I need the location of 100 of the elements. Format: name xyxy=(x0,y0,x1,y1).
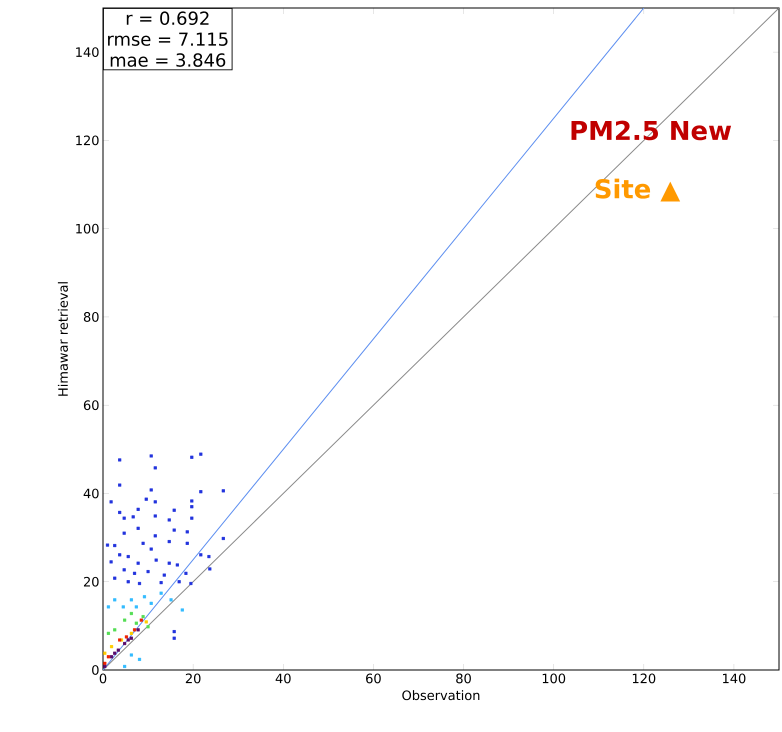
point xyxy=(130,636,133,640)
point xyxy=(154,466,157,470)
point xyxy=(150,602,153,605)
point xyxy=(168,562,171,565)
point xyxy=(150,488,153,492)
point xyxy=(113,652,116,655)
point xyxy=(138,582,142,586)
point xyxy=(144,620,148,624)
point xyxy=(113,544,116,548)
point xyxy=(150,454,153,458)
x-tick-label: 40 xyxy=(276,674,291,684)
point xyxy=(113,598,116,602)
point xyxy=(118,458,122,462)
point xyxy=(172,636,176,640)
point xyxy=(132,515,135,518)
point xyxy=(106,544,110,547)
point xyxy=(126,554,130,558)
x-axis-title: Observation xyxy=(402,690,480,700)
point xyxy=(154,534,157,538)
y-axis-title: Himawar retrieval xyxy=(58,282,68,396)
point xyxy=(190,499,194,503)
point xyxy=(106,655,110,658)
point xyxy=(189,582,192,586)
point xyxy=(130,653,133,657)
point xyxy=(208,567,212,571)
point xyxy=(140,618,143,622)
point xyxy=(180,608,184,612)
point xyxy=(130,632,133,635)
y-tick-label: 0 xyxy=(92,665,99,675)
annotation: mae = 3.846 xyxy=(110,53,226,67)
point xyxy=(122,532,126,535)
point xyxy=(142,542,145,545)
point xyxy=(136,562,140,565)
point xyxy=(123,618,126,622)
point xyxy=(124,635,128,638)
annotation: r = 0.692 xyxy=(126,11,209,25)
point xyxy=(168,540,171,544)
point xyxy=(154,514,157,518)
point xyxy=(132,628,136,632)
point xyxy=(154,558,158,562)
point xyxy=(132,572,136,575)
point xyxy=(144,498,148,501)
annotation: rmse = 7.115 xyxy=(108,32,228,46)
point xyxy=(199,452,202,456)
point xyxy=(118,483,122,487)
point xyxy=(110,500,113,504)
point xyxy=(118,553,122,556)
point xyxy=(130,612,133,616)
point xyxy=(126,580,130,584)
x-tick-label: 0 xyxy=(100,674,106,684)
point xyxy=(142,615,145,618)
y-tick-label: 40 xyxy=(84,488,99,498)
x-tick-label: 100 xyxy=(542,674,566,684)
point xyxy=(110,645,114,648)
point xyxy=(134,622,138,625)
point xyxy=(126,638,130,642)
point xyxy=(190,516,194,520)
point xyxy=(106,605,110,608)
point xyxy=(162,574,166,577)
point xyxy=(172,528,176,532)
point xyxy=(176,563,179,567)
y-tick-label: 140 xyxy=(76,47,99,58)
point xyxy=(207,554,210,558)
y-tick-label: 60 xyxy=(84,400,99,410)
point xyxy=(110,655,114,658)
point xyxy=(190,456,194,459)
point xyxy=(134,605,138,608)
point xyxy=(146,625,150,628)
point xyxy=(160,592,163,595)
y-tick-label: 20 xyxy=(84,576,99,587)
x-tick-label: 20 xyxy=(186,674,201,684)
point xyxy=(136,526,140,530)
point xyxy=(110,560,113,564)
y-tick-label: 120 xyxy=(76,136,99,146)
point xyxy=(199,490,202,494)
point xyxy=(184,572,188,575)
point xyxy=(222,536,225,540)
point xyxy=(130,598,133,602)
point xyxy=(103,652,106,655)
annotation: PM2.5 New xyxy=(572,120,732,140)
point xyxy=(113,576,116,580)
x-tick-label: 60 xyxy=(366,674,381,684)
point xyxy=(186,542,189,545)
point xyxy=(172,508,176,512)
point xyxy=(222,489,225,492)
point xyxy=(138,658,142,661)
point xyxy=(122,568,126,572)
point xyxy=(118,510,122,514)
point xyxy=(103,662,106,665)
point xyxy=(142,595,146,598)
point xyxy=(103,664,106,668)
y-tick-label: 80 xyxy=(84,312,99,322)
point xyxy=(169,598,173,602)
point xyxy=(199,553,202,556)
point xyxy=(154,500,157,504)
point xyxy=(136,628,140,632)
point xyxy=(113,628,116,632)
point xyxy=(122,605,125,608)
point xyxy=(106,632,110,635)
point xyxy=(122,516,126,520)
